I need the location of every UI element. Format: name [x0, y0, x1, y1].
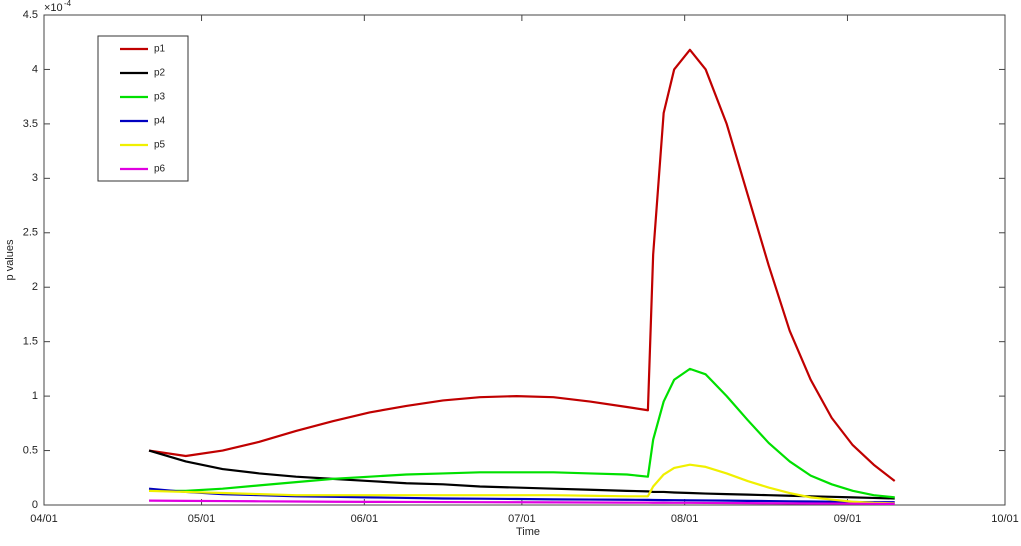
y-tick-label: 1.5 [23, 336, 38, 348]
legend-label: p3 [154, 92, 166, 103]
y-tick-label: 2 [32, 281, 38, 293]
x-tick-label: 05/01 [188, 513, 216, 525]
x-tick-label: 04/01 [30, 513, 58, 525]
series-line [148, 487, 895, 504]
series-line [149, 367, 895, 499]
plot-frame [43, 14, 1006, 506]
y-tick-label: 0.5 [23, 444, 38, 456]
series-line [148, 48, 896, 482]
legend-label: p2 [154, 68, 166, 79]
y-tick-label: 4 [32, 63, 38, 75]
y-tick-label: 1 [32, 390, 38, 402]
x-tick-label: 08/01 [671, 513, 699, 525]
y-tick-label: 0 [32, 499, 38, 511]
y-tick-label: 2.5 [23, 227, 38, 239]
y-tick-label: 4.5 [23, 9, 38, 21]
x-axis-label: Time [516, 526, 540, 538]
y-tick-label: 3 [32, 172, 38, 184]
legend-label: p1 [154, 44, 166, 55]
x-tick-label: 09/01 [834, 513, 862, 525]
legend-label: p6 [154, 164, 166, 175]
legend-label: p5 [154, 140, 166, 151]
series-line [149, 499, 895, 506]
y-tick-label: 3.5 [23, 118, 38, 130]
series-line [148, 449, 895, 500]
legend-label: p4 [154, 116, 166, 127]
y-exponent-power: -4 [64, 0, 72, 8]
y-axis-label: p values [4, 239, 16, 280]
x-tick-label: 06/01 [351, 513, 379, 525]
x-tick-label: 07/01 [508, 513, 536, 525]
legend-box [97, 35, 189, 182]
series-line [148, 463, 895, 505]
y-exponent-base: ×10 [44, 2, 63, 14]
x-tick-label: 10/01 [991, 513, 1019, 525]
